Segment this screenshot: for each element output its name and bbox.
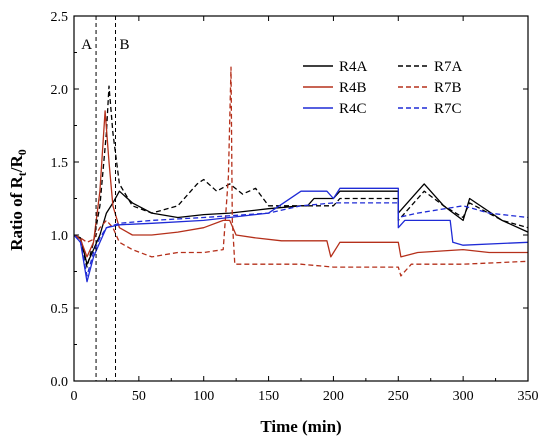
y-axis-label-mid: /R: [7, 154, 26, 173]
legend-label-r7c: R7C: [434, 101, 462, 117]
series-line-r4c: [74, 187, 528, 283]
x-tick-label: 300: [453, 389, 474, 404]
legend: R4A R4B R4C R7A R7B R7C: [303, 59, 463, 117]
series-line-r7c: [74, 202, 528, 277]
y-axis-label-sub1: t: [15, 172, 29, 176]
marker-label-b: B: [120, 37, 130, 53]
y-axis-label-main: Ratio of R: [7, 175, 26, 250]
x-tick-label: 50: [132, 389, 146, 404]
series-line-r7b: [74, 66, 528, 277]
y-axis-label-sub2: 0: [15, 149, 29, 155]
legend-label-r4b: R4B: [339, 80, 367, 96]
y-axis-ticks: 0.0 0.5 1.0 1.5 2.0 2.5: [51, 10, 528, 390]
x-tick-label: 150: [258, 389, 279, 404]
x-tick-label: 350: [518, 389, 539, 404]
legend-label-r4c: R4C: [339, 101, 367, 117]
legend-label-r4a: R4A: [339, 59, 368, 75]
y-tick-label: 0.5: [51, 302, 69, 317]
y-tick-label: 2.0: [51, 83, 69, 98]
y-tick-label: 1.0: [51, 229, 69, 244]
legend-label-r7a: R7A: [434, 59, 463, 75]
x-axis-label: Time (min): [260, 417, 341, 436]
x-tick-label: 100: [193, 389, 214, 404]
y-tick-label: 2.5: [51, 10, 69, 25]
x-tick-label: 200: [323, 389, 344, 404]
x-tick-label: 0: [71, 389, 78, 404]
y-tick-label: 1.5: [51, 156, 69, 171]
series-line-r4b: [74, 110, 528, 258]
legend-label-r7b: R7B: [434, 80, 462, 96]
y-axis-label: Ratio of Rt/R0: [7, 149, 29, 251]
marker-label-a: A: [81, 37, 92, 53]
series-layer: [74, 66, 528, 283]
y-tick-label: 0.0: [51, 375, 69, 390]
x-tick-label: 250: [388, 389, 409, 404]
x-axis-ticks: 0 50 100 150 200 250 300 350: [71, 16, 539, 404]
